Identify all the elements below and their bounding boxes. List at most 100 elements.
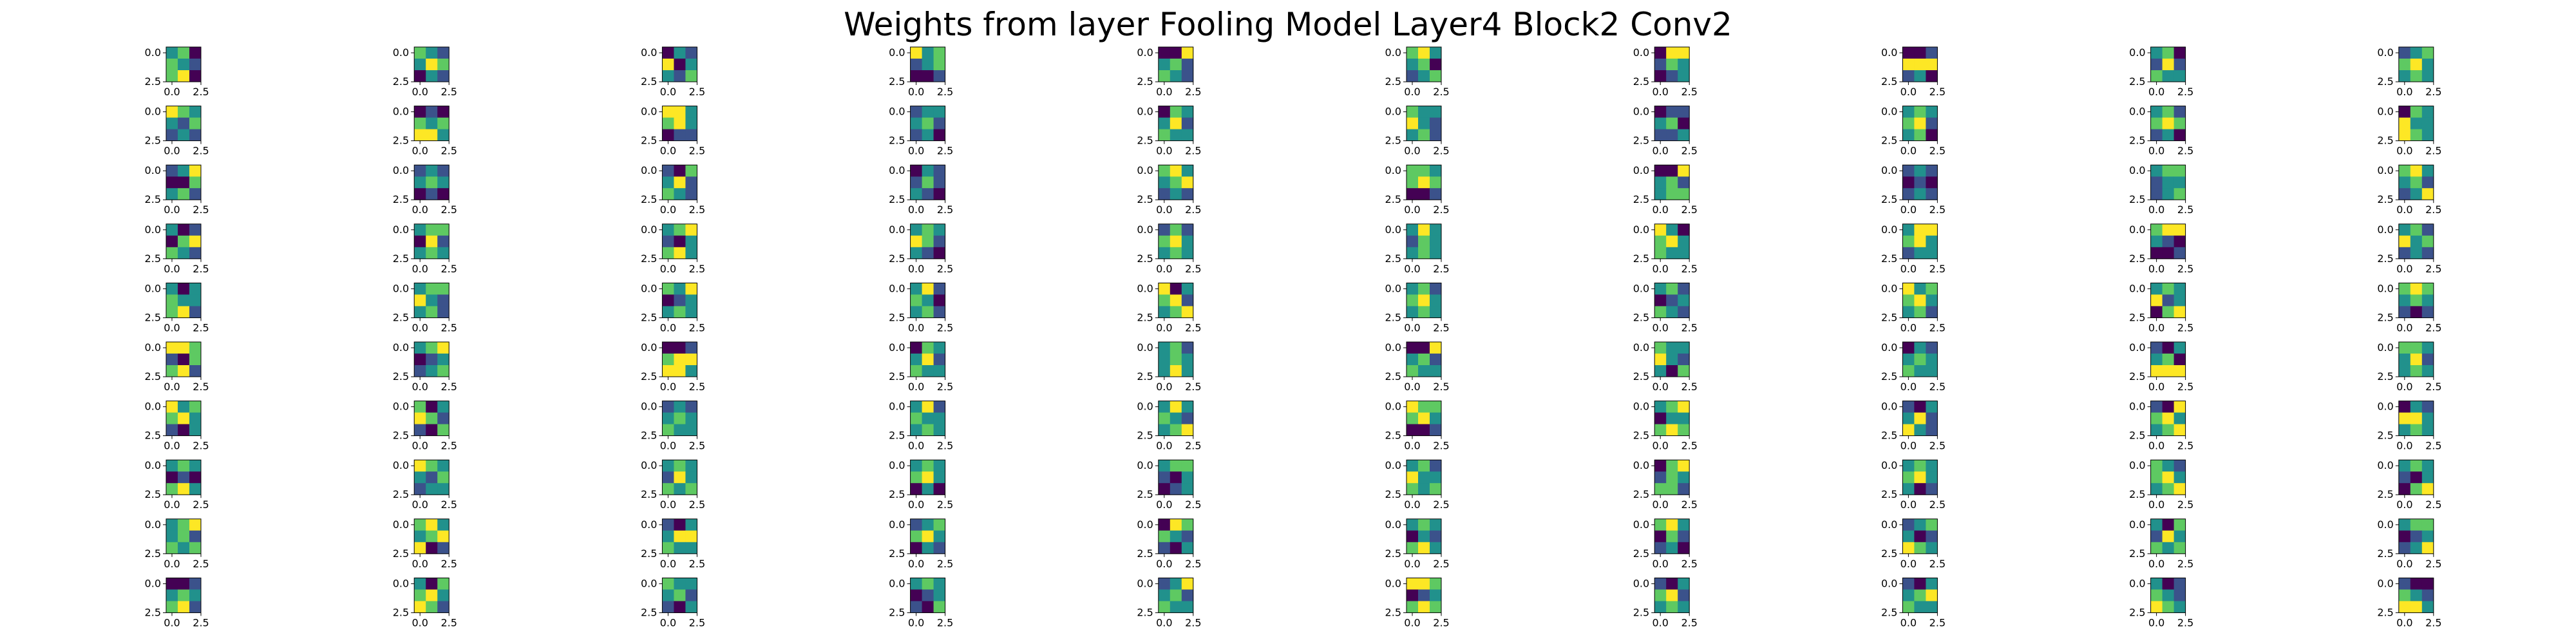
heatmap-cell [662, 589, 674, 601]
heatmap-cell [1406, 530, 1419, 543]
heatmap-cell [910, 483, 922, 495]
heatmap-cell [933, 47, 945, 59]
heatmap-cell [426, 117, 438, 129]
y-tick-label: 2.5 [1633, 75, 1649, 88]
heatmap-cell [1181, 412, 1194, 424]
y-tick-label: 2.5 [393, 193, 409, 205]
heatmap-cell [437, 354, 450, 366]
heatmap-cell [2410, 165, 2423, 177]
heatmap-cell [2410, 542, 2423, 554]
kernel-panel: 0.02.50.0 2.5 [1137, 341, 1201, 393]
heatmap-cell [2150, 165, 2163, 177]
axes-frame [1902, 106, 1938, 142]
y-tick-label: 0.0 [1137, 577, 1153, 589]
y-tick-label: 0.0 [1633, 341, 1649, 354]
x-tick-label: 2.5 [937, 558, 953, 570]
kernel-panel: 0.02.50.0 2.5 [2129, 164, 2193, 216]
heatmap-cell [922, 117, 934, 129]
heatmap-cell [1430, 283, 1442, 295]
x-tick-label: 2.5 [1185, 263, 1201, 275]
x-tick-label: 0.0 [908, 381, 924, 393]
heatmap-cell [414, 306, 426, 318]
heatmap-cell [1181, 589, 1194, 601]
heatmap-cell [2162, 365, 2174, 377]
heatmap-cell [1902, 460, 1915, 472]
heatmap-cell [662, 460, 674, 472]
kernel-panel: 0.02.50.0 2.5 [2129, 341, 2193, 393]
y-tick-label: 2.5 [889, 75, 905, 88]
heatmap-cell [1902, 401, 1915, 413]
heatmap-cell [2150, 283, 2163, 295]
axes-frame [1902, 459, 1938, 495]
y-tick-label: 2.5 [1881, 430, 1897, 442]
y-tick-label: 2.5 [393, 488, 409, 500]
kernel-panel: 0.02.50.0 2.5 [1633, 282, 1698, 334]
y-tick-label: 2.5 [1633, 547, 1649, 560]
heatmap-cell [1181, 354, 1194, 366]
heatmap-cell [910, 601, 922, 613]
heatmap-cell [2162, 460, 2174, 472]
heatmap-cell [2421, 578, 2434, 590]
heatmap-cell [2421, 294, 2434, 307]
heatmap-cell [2174, 460, 2186, 472]
heatmap-cell [189, 589, 202, 601]
heatmap-cell [1666, 342, 1678, 354]
y-tick-label: 2.5 [2129, 370, 2145, 383]
heatmap-cell [2410, 471, 2423, 484]
heatmap-cell [2162, 176, 2174, 189]
x-tick-label: 0.0 [1156, 558, 1172, 570]
heatmap-cell [1170, 354, 1182, 366]
kernel-panel: 0.02.50.0 2.5 [2129, 401, 2193, 452]
kernel-panel: 0.02.50.0 2.5 [1137, 577, 1201, 629]
kernel-panel: 0.02.50.0 2.5 [889, 577, 953, 629]
heatmap-cell [1902, 223, 1915, 236]
heatmap-cell [674, 578, 686, 590]
x-tick-label: 2.5 [689, 381, 705, 393]
heatmap-cell [1158, 342, 1171, 354]
y-tick-label: 2.5 [2129, 193, 2145, 205]
heatmap-cell [414, 424, 426, 436]
kernel-panel: 0.02.50.0 2.5 [1881, 459, 1946, 511]
heatmap-cell [1914, 471, 1926, 484]
kernel-panel: 0.02.50.0 2.5 [1385, 106, 1450, 157]
x-tick-label: 2.5 [440, 440, 457, 452]
y-tick-label: 0.0 [393, 518, 409, 531]
heatmap-cell [933, 589, 945, 601]
heatmap-cell [2150, 471, 2163, 484]
axes-frame [413, 106, 450, 142]
heatmap-cell [166, 424, 178, 436]
x-tick-label: 0.0 [164, 558, 180, 570]
y-tick-label: 0.0 [393, 223, 409, 236]
y-tick-label: 2.5 [145, 488, 161, 500]
heatmap-cell [1406, 518, 1419, 531]
axes-frame [2150, 341, 2186, 377]
kernel-panel: 0.02.50.0 2.5 [2377, 223, 2441, 275]
heatmap-cell [1430, 342, 1442, 354]
heatmap-cell [910, 412, 922, 424]
y-tick-label: 2.5 [889, 135, 905, 147]
heatmap-cell [933, 188, 945, 200]
heatmap-cell [1654, 106, 1667, 118]
heatmap-cell [189, 176, 202, 189]
heatmap-cell [1406, 165, 1419, 177]
heatmap-cell [1914, 247, 1926, 260]
kernel-panel: 0.02.50.0 2.5 [145, 46, 209, 98]
heatmap-cell [1181, 342, 1194, 354]
heatmap-cell [2410, 129, 2423, 141]
heatmap-cell [922, 106, 934, 118]
heatmap-cell [1926, 59, 1938, 71]
x-tick-label: 0.0 [2148, 616, 2164, 629]
x-tick-label: 0.0 [660, 204, 676, 216]
heatmap-cell [178, 176, 190, 189]
heatmap-cell [1158, 247, 1171, 260]
axes-frame [1158, 459, 1194, 495]
heatmap-cell [933, 354, 945, 366]
kernel-panel: 0.02.50.0 2.5 [1881, 106, 1946, 157]
x-tick-label: 0.0 [908, 558, 924, 570]
heatmap-cell [1170, 460, 1182, 472]
heatmap-cell [2398, 601, 2411, 613]
y-tick-label: 0.0 [641, 223, 657, 236]
heatmap-cell [1914, 129, 1926, 141]
x-tick-label: 0.0 [164, 86, 180, 98]
heatmap-cell [1181, 247, 1194, 260]
